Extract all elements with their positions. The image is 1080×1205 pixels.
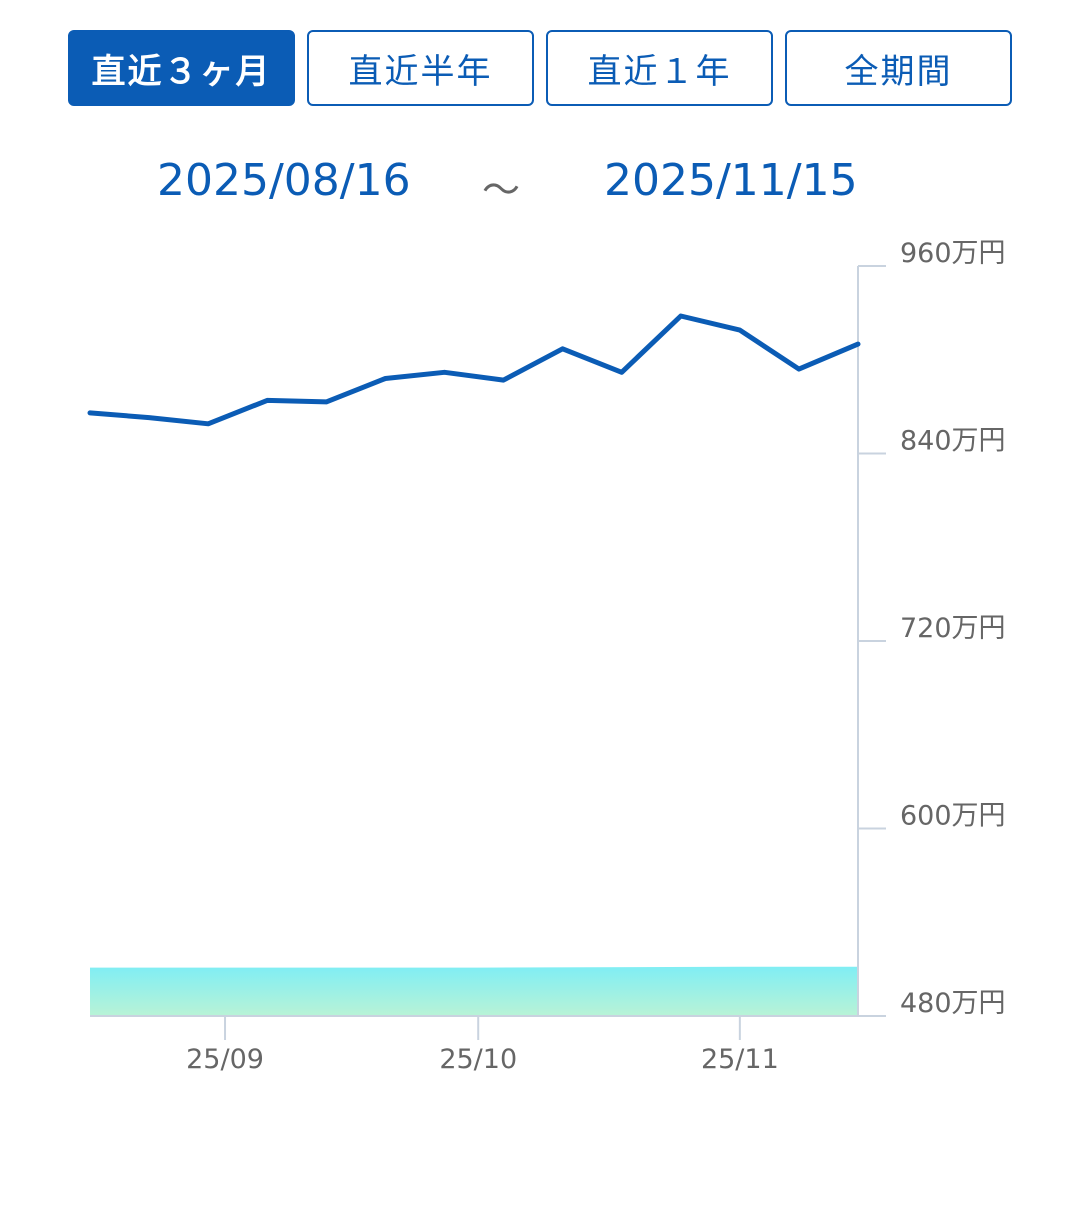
asset-chart: 960万円 840万円 720万円 600万円 480万円 25/09 25/10 25/11 bbox=[87, 238, 1006, 1075]
tab-3-months[interactable]: 直近３ヶ月 bbox=[68, 30, 295, 106]
start-date: 2025/08/16 bbox=[157, 155, 411, 206]
y-tick-label: 600万円 bbox=[900, 801, 1006, 832]
y-tick-label: 720万円 bbox=[900, 613, 1006, 644]
range-separator: ～ bbox=[482, 168, 521, 212]
tab-6-months[interactable]: 直近半年 bbox=[307, 30, 534, 106]
tab-1-year[interactable]: 直近１年 bbox=[546, 30, 773, 106]
x-tick-label: 25/09 bbox=[186, 1044, 264, 1075]
tab-all-time[interactable]: 全期間 bbox=[785, 30, 1012, 106]
y-tick-label: 840万円 bbox=[900, 426, 1006, 457]
y-tick-label: 960万円 bbox=[900, 238, 1006, 269]
area-layer bbox=[90, 966, 858, 1016]
y-tick-label: 480万円 bbox=[900, 988, 1006, 1019]
line-layer bbox=[87, 313, 861, 427]
date-range: 2025/08/16 ～ 2025/11/15 bbox=[0, 155, 1080, 215]
axis-layer bbox=[90, 265, 886, 1040]
x-tick-label: 25/10 bbox=[439, 1044, 517, 1075]
label-layer: 960万円 840万円 720万円 600万円 480万円 25/09 25/10 25/11 bbox=[186, 238, 1005, 1075]
end-date: 2025/11/15 bbox=[604, 155, 858, 206]
x-tick-label: 25/11 bbox=[701, 1044, 779, 1075]
period-tabs: 直近３ヶ月 直近半年 直近１年 全期間 bbox=[0, 0, 1080, 120]
valuation-line bbox=[87, 313, 861, 427]
holdings-area bbox=[90, 966, 858, 1016]
